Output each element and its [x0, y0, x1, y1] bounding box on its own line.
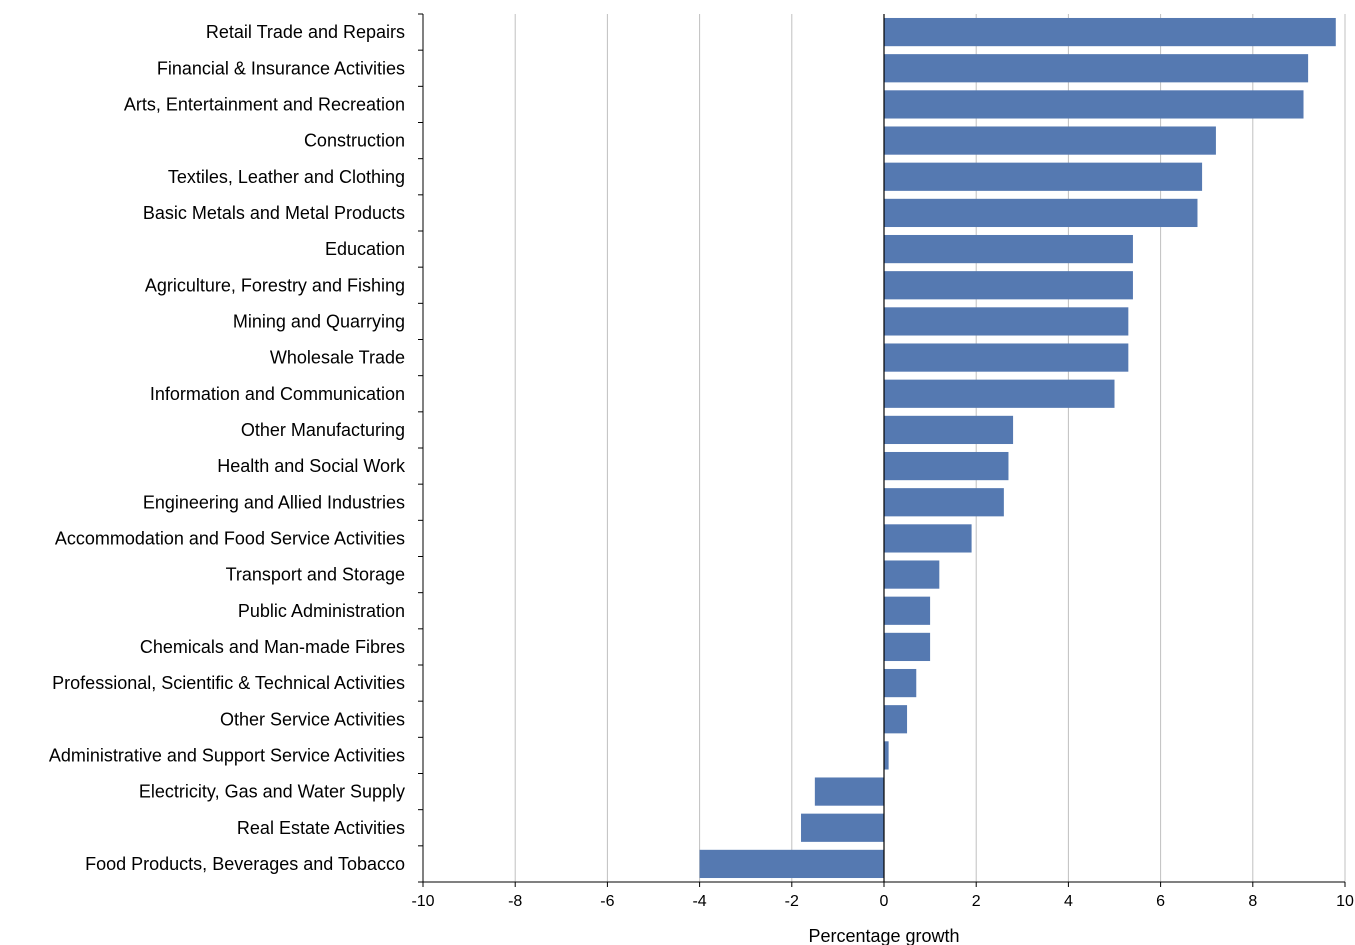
bar [884, 17, 1336, 47]
x-tick-label: 8 [1248, 893, 1257, 910]
category-label: Agriculture, Forestry and Fishing [145, 275, 405, 295]
category-label: Wholesale Trade [270, 348, 405, 368]
bar [814, 777, 884, 806]
x-tick-label: 2 [972, 893, 981, 910]
category-label: Administrative and Support Service Activ… [49, 745, 405, 765]
category-label: Mining and Quarrying [233, 311, 405, 331]
x-tick-label: 10 [1336, 893, 1354, 910]
bar [884, 379, 1115, 408]
bar [884, 705, 908, 734]
category-label: Basic Metals and Metal Products [143, 203, 405, 223]
bar [884, 126, 1216, 155]
bar [884, 90, 1304, 119]
bar [801, 813, 884, 842]
category-label: Accommodation and Food Service Activitie… [55, 528, 405, 548]
bar [884, 54, 1309, 83]
x-tick-label: -10 [411, 893, 434, 910]
category-label: Textiles, Leather and Clothing [168, 167, 405, 187]
bar [699, 849, 884, 879]
category-label: Real Estate Activities [237, 818, 405, 838]
x-tick-label: -6 [600, 893, 614, 910]
category-label: Other Service Activities [220, 709, 405, 729]
category-labels: Retail Trade and Repairs Financial & Insu… [49, 22, 406, 874]
category-label: Public Administration [238, 601, 405, 621]
category-label: Chemicals and Man-made Fibres [140, 637, 405, 657]
category-label: Professional, Scientific & Technical Act… [52, 673, 405, 693]
bar [884, 560, 940, 589]
category-label: Transport and Storage [226, 565, 405, 585]
category-label: Education [325, 239, 405, 259]
x-tick-labels: -10 -8 -6 -4 -2 0 2 4 6 8 10 [411, 893, 1354, 910]
bar [884, 343, 1129, 372]
bar [884, 415, 1014, 445]
axes [418, 13, 1346, 887]
bar [884, 741, 889, 770]
category-label: Arts, Entertainment and Recreation [124, 94, 405, 114]
category-label: Food Products, Beverages and Tobacco [85, 854, 405, 874]
x-tick-label: -8 [508, 893, 522, 910]
bar [884, 271, 1133, 300]
gridlines [514, 14, 1346, 882]
x-tick-label: -2 [785, 893, 799, 910]
bar [884, 198, 1198, 228]
bar [884, 162, 1203, 191]
bar [884, 488, 1004, 517]
bar [884, 307, 1129, 336]
category-label: Construction [304, 131, 405, 151]
category-label: Health and Social Work [217, 456, 406, 476]
bars [699, 17, 1336, 879]
x-tick-label: -4 [692, 893, 706, 910]
x-tick-label: 0 [880, 893, 889, 910]
bar [884, 668, 917, 698]
bar [884, 234, 1133, 264]
x-tick-label: 4 [1064, 893, 1073, 910]
bar [884, 524, 972, 553]
category-label: Electricity, Gas and Water Supply [139, 782, 405, 802]
category-label: Other Manufacturing [241, 420, 405, 440]
bar [884, 596, 931, 625]
x-axis-title: Percentage growth [808, 926, 959, 945]
bar [884, 632, 931, 662]
x-tick-label: 6 [1156, 893, 1165, 910]
category-label: Financial & Insurance Activities [157, 58, 405, 78]
category-label: Retail Trade and Repairs [206, 22, 405, 42]
category-label: Information and Communication [150, 384, 405, 404]
category-label: Engineering and Allied Industries [143, 492, 405, 512]
bar [884, 451, 1009, 481]
